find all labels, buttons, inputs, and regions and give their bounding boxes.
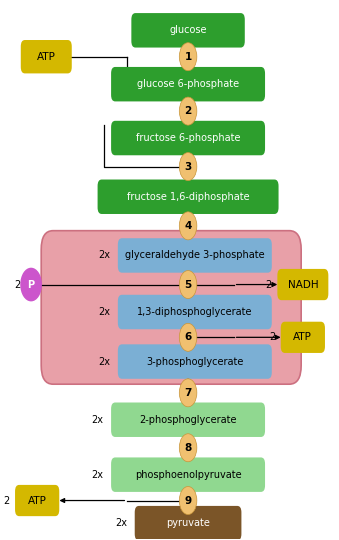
Text: glucose: glucose [169, 25, 207, 35]
FancyBboxPatch shape [118, 345, 272, 379]
Text: glucose 6-phosphate: glucose 6-phosphate [137, 79, 239, 89]
FancyBboxPatch shape [41, 231, 301, 384]
FancyBboxPatch shape [98, 179, 279, 214]
Text: P: P [27, 280, 35, 289]
Circle shape [179, 323, 197, 352]
Text: 3-phosphoglycerate: 3-phosphoglycerate [146, 356, 243, 367]
Circle shape [179, 97, 197, 125]
Text: phosphoenolpyruvate: phosphoenolpyruvate [135, 470, 241, 480]
FancyBboxPatch shape [135, 506, 241, 540]
FancyBboxPatch shape [111, 67, 265, 102]
FancyBboxPatch shape [277, 269, 328, 300]
Text: 2x: 2x [115, 518, 127, 528]
Text: 2: 2 [184, 106, 192, 116]
Text: 2: 2 [265, 280, 272, 289]
Text: glyceraldehyde 3-phosphate: glyceraldehyde 3-phosphate [125, 251, 265, 260]
Text: NADH: NADH [287, 280, 318, 289]
Text: 6: 6 [184, 332, 192, 342]
Text: 2x: 2x [92, 470, 104, 480]
FancyBboxPatch shape [118, 295, 272, 329]
Text: 5: 5 [184, 280, 192, 289]
Text: fructose 6-phosphate: fructose 6-phosphate [136, 133, 240, 143]
Text: ATP: ATP [28, 496, 46, 505]
Circle shape [179, 379, 197, 407]
Text: 2x: 2x [92, 415, 104, 425]
Text: 2x: 2x [98, 307, 111, 317]
Text: 2x: 2x [98, 251, 111, 260]
Text: 2x: 2x [98, 356, 111, 367]
Circle shape [179, 153, 197, 180]
Text: ATP: ATP [294, 332, 312, 342]
Circle shape [179, 487, 197, 515]
Text: fructose 1,6-diphosphate: fructose 1,6-diphosphate [127, 192, 250, 202]
Text: 7: 7 [184, 388, 192, 398]
FancyBboxPatch shape [131, 13, 245, 48]
FancyBboxPatch shape [118, 238, 272, 273]
Text: 2: 2 [269, 332, 275, 342]
FancyBboxPatch shape [21, 40, 72, 73]
Circle shape [179, 434, 197, 462]
Circle shape [21, 268, 41, 301]
Text: 2: 2 [15, 280, 21, 289]
Text: 3: 3 [184, 161, 192, 172]
FancyBboxPatch shape [111, 457, 265, 492]
Text: 1: 1 [184, 52, 192, 62]
Text: 4: 4 [184, 221, 192, 231]
Text: 2-phosphoglycerate: 2-phosphoglycerate [139, 415, 237, 425]
FancyBboxPatch shape [111, 121, 265, 156]
Text: pyruvate: pyruvate [166, 518, 210, 528]
Text: 1,3-diphosphoglycerate: 1,3-diphosphoglycerate [137, 307, 253, 317]
Text: 8: 8 [184, 443, 192, 453]
Text: ATP: ATP [37, 52, 56, 62]
FancyBboxPatch shape [281, 322, 325, 353]
Text: 2: 2 [3, 496, 9, 505]
Circle shape [179, 212, 197, 240]
Circle shape [179, 271, 197, 299]
Circle shape [179, 43, 197, 71]
Text: 9: 9 [184, 496, 192, 505]
FancyBboxPatch shape [111, 402, 265, 437]
FancyBboxPatch shape [15, 485, 59, 516]
